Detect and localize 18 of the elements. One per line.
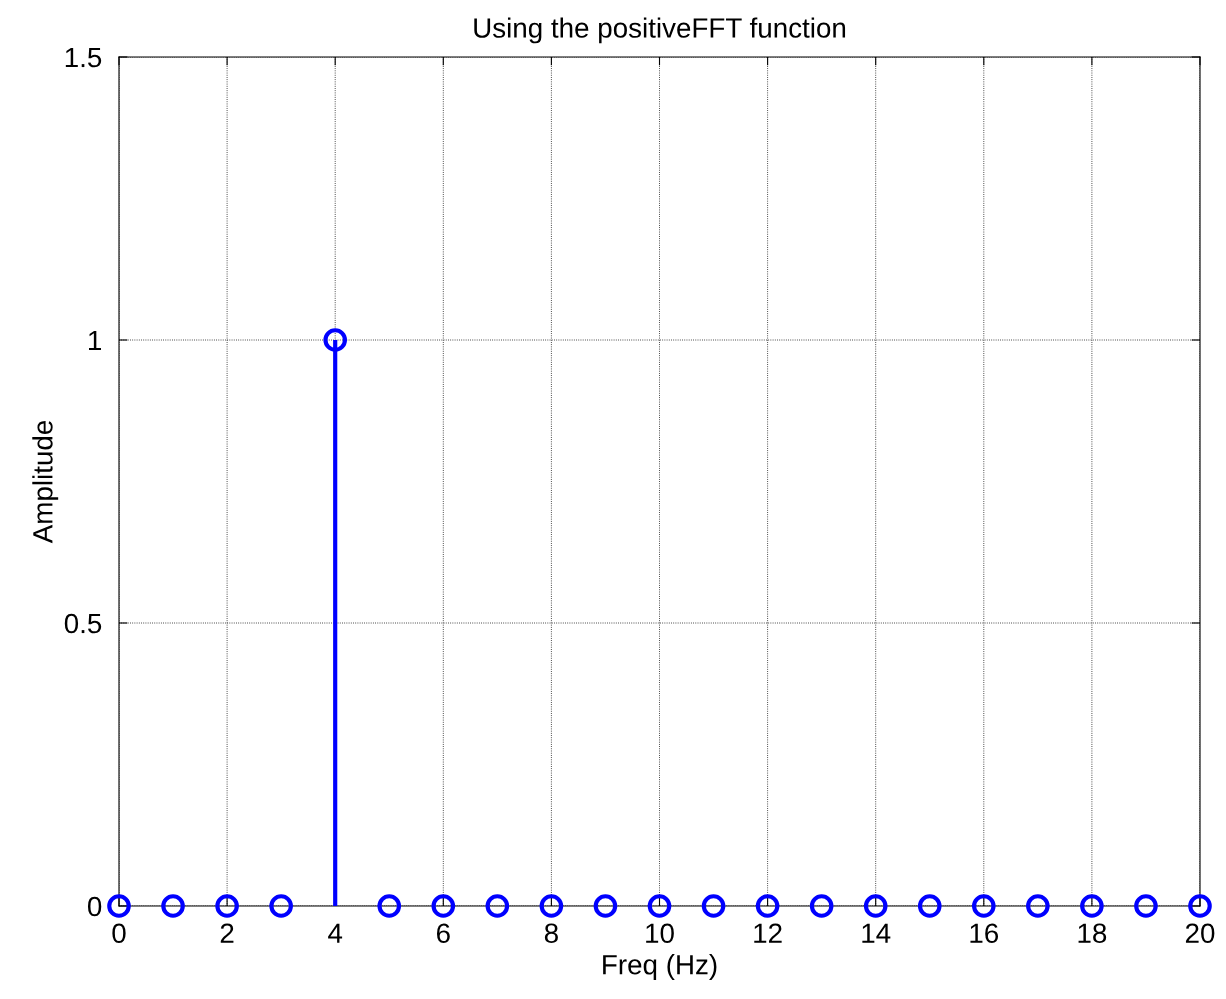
y-tick-label: 0.5 (64, 613, 102, 634)
x-tick-label: 10 (646, 923, 674, 944)
y-tick-label: 1 (89, 330, 101, 351)
x-tick-label: 4 (328, 923, 343, 943)
x-tick-label: 18 (1078, 923, 1107, 944)
x-tick-label: 16 (970, 923, 999, 944)
x-tick-label: 20 (1185, 923, 1215, 944)
x-tick-label: 0 (112, 923, 126, 944)
chart-title: Using the positiveFFT function (474, 17, 846, 44)
x-tick-label: 6 (436, 923, 450, 944)
x-tick-label: 14 (862, 923, 891, 943)
y-axis-title: Amplitude (32, 420, 59, 544)
y-tick-label: 0 (87, 896, 102, 917)
x-tick-label: 12 (754, 923, 782, 943)
x-tick-label: 8 (544, 923, 558, 944)
x-axis-title: Freq (Hz) (603, 954, 717, 981)
x-tick-label: 2 (220, 923, 234, 943)
y-tick-label: 1.5 (65, 47, 102, 68)
